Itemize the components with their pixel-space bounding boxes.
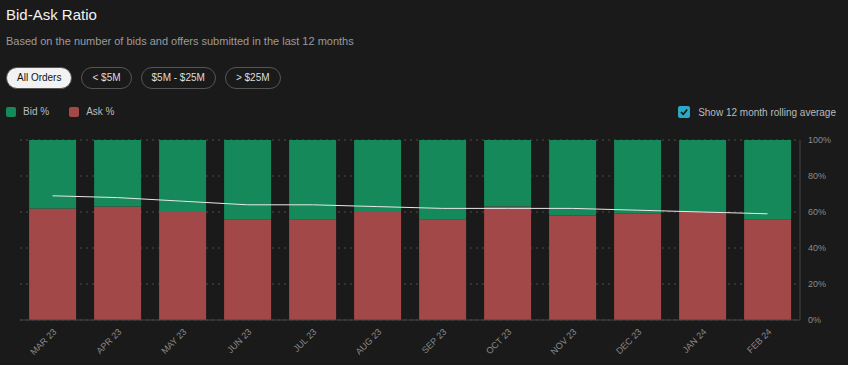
svg-text:JUL 23: JUL 23 <box>291 327 318 354</box>
svg-text:20%: 20% <box>808 279 826 289</box>
svg-text:0%: 0% <box>808 315 821 325</box>
html-text:Bid %: Bid % <box>23 106 50 117</box>
svg-text:DEC 23: DEC 23 <box>614 327 643 356</box>
html-text:Show 12 month rolling average: Show 12 month rolling average <box>698 106 836 118</box>
html-text:All Orders: All Orders <box>17 72 62 83</box>
svg-text:MAY 23: MAY 23 <box>159 327 188 356</box>
svg-text:JUN 23: JUN 23 <box>225 327 253 355</box>
svg-text:40%: 40% <box>808 243 826 253</box>
svg-text:SEP 23: SEP 23 <box>420 327 449 356</box>
html-text:Ask %: Ask % <box>86 106 115 117</box>
html-text:$5M - $25M: $5M - $25M <box>151 72 205 83</box>
html-text:> $25M: > $25M <box>235 72 270 83</box>
svg-text:AUG 23: AUG 23 <box>354 327 384 357</box>
html-text:< $5M: < $5M <box>92 72 121 83</box>
html-text:Bid-Ask Ratio: Bid-Ask Ratio <box>6 6 97 23</box>
svg-text:OCT 23: OCT 23 <box>484 327 513 356</box>
svg-text:60%: 60% <box>808 207 826 217</box>
svg-text:100%: 100% <box>808 135 831 145</box>
svg-text:80%: 80% <box>808 171 826 181</box>
svg-text:MAR 23: MAR 23 <box>28 327 58 357</box>
html-text:Based on the number of bids an: Based on the number of bids and offers s… <box>6 35 354 47</box>
svg-text:NOV 23: NOV 23 <box>549 327 579 357</box>
svg-text:FEB 24: FEB 24 <box>745 327 773 355</box>
svg-text:APR 23: APR 23 <box>94 327 123 356</box>
svg-text:JAN 24: JAN 24 <box>680 327 708 355</box>
